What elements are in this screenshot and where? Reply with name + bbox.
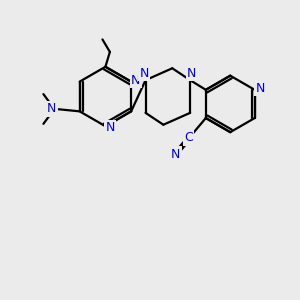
Text: N: N	[171, 148, 180, 160]
Text: N: N	[47, 103, 56, 116]
Text: N: N	[131, 74, 141, 87]
Text: N: N	[187, 67, 196, 80]
Text: N: N	[255, 82, 265, 95]
Text: N: N	[106, 121, 115, 134]
Text: N: N	[140, 67, 149, 80]
Text: C: C	[184, 131, 193, 145]
